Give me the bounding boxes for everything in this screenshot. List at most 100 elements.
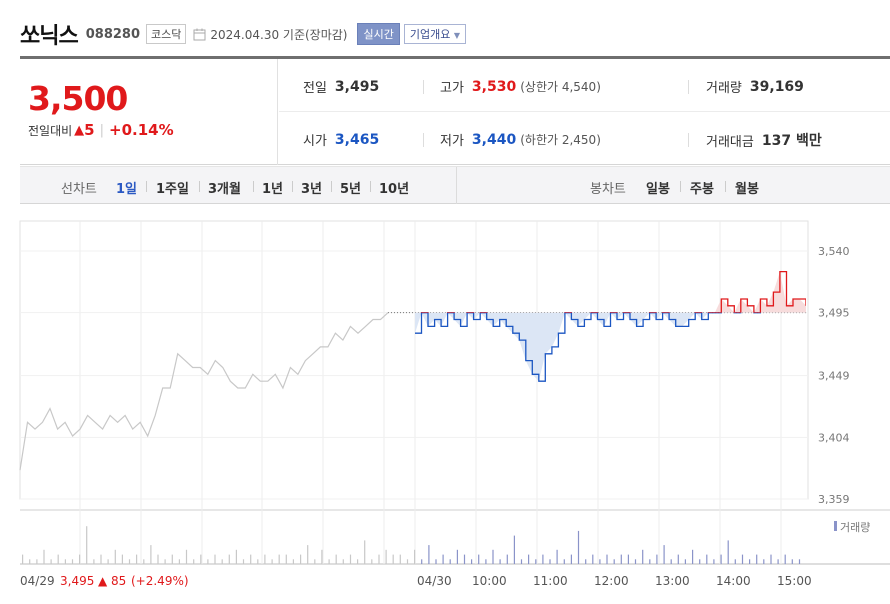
company-info-button[interactable]: 기업개요 ▼ — [403, 24, 466, 44]
price-change-row: 전일대비 ▲ 5 | +0.14% — [28, 121, 174, 139]
tab-monthly-candle[interactable]: 월봉 — [735, 182, 759, 197]
tab-3month[interactable]: 3개월 — [208, 182, 241, 197]
tab-1day[interactable]: 1일 — [116, 182, 138, 197]
volume-bar — [677, 554, 679, 565]
volume-bar — [520, 559, 523, 564]
stat-label: 저가 — [440, 134, 464, 149]
volume-bar — [592, 554, 594, 565]
stock-header: 쏘닉스 088280 코스닥 2024.04.30 기준(장마감) 실시간 기업… — [20, 16, 880, 52]
volume-bar — [599, 559, 601, 564]
tab-10year[interactable]: 10년 — [379, 182, 410, 197]
volume-bar — [713, 559, 715, 564]
tab-5year[interactable]: 5년 — [340, 182, 362, 197]
prev-day-change-pct: (+2.49%) — [131, 574, 189, 588]
x-tick-label: 04/30 — [417, 574, 452, 588]
volume-legend-swatch — [834, 521, 837, 531]
volume-bar — [307, 545, 309, 564]
volume-bar — [699, 559, 701, 564]
divider — [331, 181, 332, 192]
volume-bar — [406, 559, 409, 564]
volume-bar — [64, 559, 66, 564]
volume-bar — [278, 554, 280, 565]
volume-bar — [342, 559, 344, 564]
volume-bar — [114, 549, 116, 564]
volume-bar — [763, 559, 765, 564]
stat-amount: 거래대금 137 백만 — [706, 130, 822, 150]
stat-value: 39,169 — [749, 78, 804, 95]
stat-label: 전일 — [303, 81, 327, 96]
divider — [688, 80, 689, 94]
plot-frame — [19, 220, 809, 500]
volume-bar — [143, 559, 145, 564]
header-divider — [20, 56, 890, 59]
volume-bar — [157, 554, 159, 565]
volume-bar — [499, 559, 501, 564]
prev-day-change: 85 — [111, 574, 126, 588]
volume-bar — [756, 554, 758, 565]
divider — [725, 181, 726, 192]
volume-bar — [392, 554, 394, 565]
chevron-down-icon: ▼ — [453, 31, 460, 40]
company-info-label: 기업개요 — [409, 28, 451, 41]
volume-bar — [193, 559, 195, 564]
volume-bar — [349, 554, 352, 565]
volume-bar — [656, 554, 658, 565]
volume-bar — [634, 559, 637, 564]
y-tick-label: 3,540 — [818, 245, 850, 258]
volume-bar — [171, 554, 173, 565]
tab-1year[interactable]: 1년 — [262, 182, 284, 197]
price-chart[interactable]: 3,540 3,495 3,449 3,404 3,359 04/30 10:00 11:0… — [0, 205, 890, 604]
volume-bar — [463, 554, 466, 565]
tab-3year[interactable]: 3년 — [301, 182, 323, 197]
volume-bar — [71, 559, 74, 564]
volume-bar — [264, 554, 266, 565]
x-tick-label: 12:00 — [594, 574, 629, 588]
divider — [688, 133, 689, 147]
volume-bar — [563, 559, 565, 564]
price-summary: 3,500 전일대비 ▲ 5 | +0.14% 전일 3,495 고가 3,53… — [20, 59, 890, 165]
realtime-button[interactable]: 실시간 — [357, 23, 400, 45]
tab-1week[interactable]: 1주일 — [156, 182, 189, 197]
volume-bar — [121, 554, 123, 565]
prev-day-close: 3,495 — [60, 574, 94, 588]
volume-bars — [22, 526, 801, 565]
stat-low: 저가 3,440 (하한가 2,450) — [440, 130, 601, 150]
upper-limit: (상한가 4,540) — [520, 80, 601, 94]
volume-bar — [627, 554, 629, 565]
stat-label: 시가 — [303, 134, 327, 149]
tab-weekly-candle[interactable]: 주봉 — [690, 182, 714, 197]
volume-bar — [371, 559, 373, 564]
volume-bar — [798, 559, 801, 564]
volume-bar — [570, 554, 572, 565]
stat-value: 3,495 — [334, 78, 380, 95]
stat-label: 고가 — [440, 81, 464, 96]
stat-value: 3,440 — [471, 131, 517, 148]
volume-bar — [335, 554, 337, 565]
lower-limit: (하한가 2,450) — [520, 133, 601, 147]
volume-bar — [250, 554, 252, 565]
volume-legend-label: 거래량 — [840, 521, 870, 534]
volume-bar — [670, 559, 672, 564]
divider — [199, 181, 200, 192]
volume-bar — [93, 559, 95, 564]
volume-bar — [43, 549, 45, 564]
volume-bar — [136, 554, 138, 565]
volume-bar — [435, 559, 437, 564]
volume-bar — [585, 559, 587, 564]
volume-bar — [528, 554, 530, 565]
volume-bar — [100, 554, 102, 565]
divider — [423, 133, 424, 147]
volume-bar — [692, 549, 694, 564]
x-tick-label: 15:00 — [777, 574, 812, 588]
tab-daily-candle[interactable]: 일봉 — [646, 182, 670, 197]
volume-bar — [79, 554, 81, 565]
volume-bar — [478, 554, 480, 565]
volume-bar — [777, 559, 779, 564]
volume-bar — [620, 554, 622, 565]
volume-bar — [734, 559, 736, 564]
stat-value: 3,465 — [334, 131, 380, 148]
calendar-icon — [193, 28, 206, 40]
volume-bar — [749, 559, 751, 564]
chart-tabs: 선차트 1일 1주일 3개월 1년 3년 5년 10년 봉차트 일봉 주봉 월봉 — [20, 166, 890, 204]
prev-day-price-line — [19, 312, 389, 471]
